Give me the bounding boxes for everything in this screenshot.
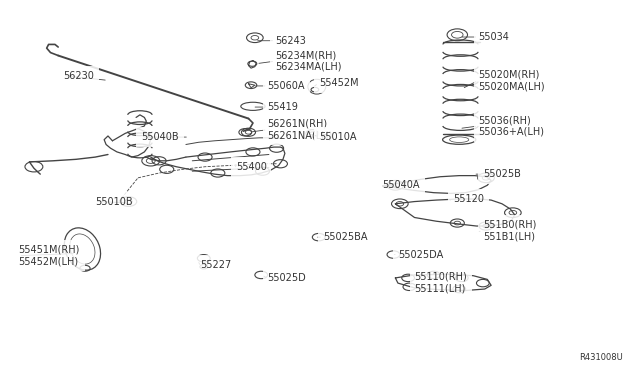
Text: 551B0(RH)
551B1(LH): 551B0(RH) 551B1(LH) — [483, 220, 536, 241]
Text: 56261N(RH)
56261NA(LH): 56261N(RH) 56261NA(LH) — [268, 119, 333, 141]
Text: 55452M: 55452M — [319, 78, 358, 88]
Text: 55010A: 55010A — [319, 132, 356, 142]
Text: 55034: 55034 — [478, 32, 509, 42]
Text: 55120: 55120 — [453, 194, 484, 204]
Text: 55025D: 55025D — [268, 273, 307, 283]
Text: 55025B: 55025B — [483, 169, 521, 179]
Text: 56230: 56230 — [63, 71, 94, 81]
Text: 55040A: 55040A — [383, 180, 420, 190]
Text: 55110(RH)
55111(LH): 55110(RH) 55111(LH) — [415, 272, 467, 293]
Text: 55025DA: 55025DA — [398, 250, 443, 260]
Text: 56243: 56243 — [275, 36, 306, 46]
Text: 55060A: 55060A — [268, 81, 305, 91]
Text: 55020M(RH)
55020MA(LH): 55020M(RH) 55020MA(LH) — [478, 70, 545, 91]
Text: 55227: 55227 — [200, 260, 231, 270]
Text: 55451M(RH)
55452M(LH): 55451M(RH) 55452M(LH) — [19, 245, 80, 266]
Text: 55040B: 55040B — [141, 132, 179, 142]
Text: R431008U: R431008U — [580, 353, 623, 362]
Text: 55419: 55419 — [268, 102, 298, 112]
Text: 55025BA: 55025BA — [323, 232, 368, 242]
Text: 55010B: 55010B — [95, 196, 133, 206]
Text: 55400: 55400 — [236, 162, 267, 172]
Text: 56234M(RH)
56234MA(LH): 56234M(RH) 56234MA(LH) — [275, 50, 342, 72]
Text: 55036(RH)
55036+A(LH): 55036(RH) 55036+A(LH) — [478, 115, 545, 137]
